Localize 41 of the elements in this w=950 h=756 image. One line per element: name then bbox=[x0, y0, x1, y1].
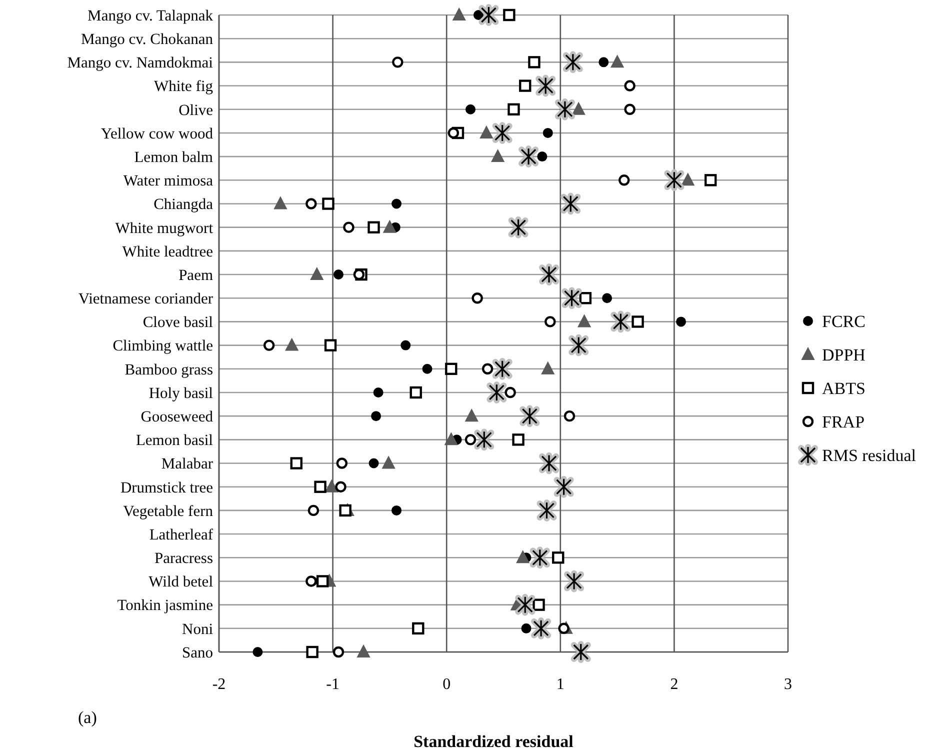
y-tick-label: Yellow cow wood bbox=[100, 125, 214, 142]
y-tick-label: Lemon basil bbox=[136, 432, 213, 450]
y-tick-label: Mango cv. Talapnak bbox=[88, 7, 214, 24]
y-tick-label: White fig bbox=[154, 78, 214, 96]
y-tick-label: Malabar bbox=[161, 456, 214, 473]
y-tick-label: Bamboo grass bbox=[124, 361, 213, 378]
y-tick-label: Mango cv. Chokanan bbox=[80, 31, 214, 48]
y-tick-label: Vietnamese coriander bbox=[78, 290, 214, 308]
legend-label: FRAP bbox=[822, 412, 865, 432]
y-tick-label: Gooseweed bbox=[140, 408, 214, 426]
y-tick-label: Mango cv. Namdokmai bbox=[67, 54, 214, 72]
x-tick-label: 2 bbox=[670, 676, 678, 693]
y-tick-label: Noni bbox=[182, 620, 214, 638]
y-tick-label: Wild betel bbox=[148, 574, 213, 591]
x-tick-label: 0 bbox=[442, 676, 451, 693]
x-tick-label: 3 bbox=[784, 676, 792, 693]
legend-label: FCRC bbox=[822, 312, 866, 331]
y-tick-label: Lemon balm bbox=[134, 148, 213, 166]
y-tick-label: White mugwort bbox=[115, 220, 214, 237]
y-tick-label: Paem bbox=[178, 266, 213, 284]
y-tick-label: Vegetable fern bbox=[123, 502, 214, 520]
y-tick-label: Tonkin jasmine bbox=[117, 597, 214, 614]
legend-label: DPPH bbox=[822, 345, 866, 364]
y-tick-label: Climbing wattle bbox=[112, 338, 214, 355]
x-tick-label: 1 bbox=[556, 676, 564, 693]
y-tick-label: Latherleaf bbox=[149, 526, 214, 544]
legend-label: ABTS bbox=[822, 378, 866, 398]
y-tick-label: Drumstick tree bbox=[120, 479, 214, 496]
x-tick-label: -2 bbox=[212, 676, 226, 693]
y-tick-label: Clove basil bbox=[142, 314, 213, 332]
y-tick-label: White leadtree bbox=[122, 243, 214, 260]
y-tick-label: Chiangda bbox=[154, 196, 214, 214]
legend-label: RMS residual bbox=[822, 446, 916, 465]
y-tick-label: Water mimosa bbox=[123, 172, 214, 190]
y-tick-label: Paracress bbox=[154, 550, 213, 568]
x-tick-label: -1 bbox=[326, 676, 340, 693]
text: (a) bbox=[78, 708, 97, 727]
y-tick-label: Olive bbox=[178, 102, 214, 119]
y-tick-label: Holy basil bbox=[148, 384, 213, 402]
x-axis-title: Standardized residual bbox=[414, 732, 574, 751]
y-tick-label: Sano bbox=[182, 644, 214, 662]
